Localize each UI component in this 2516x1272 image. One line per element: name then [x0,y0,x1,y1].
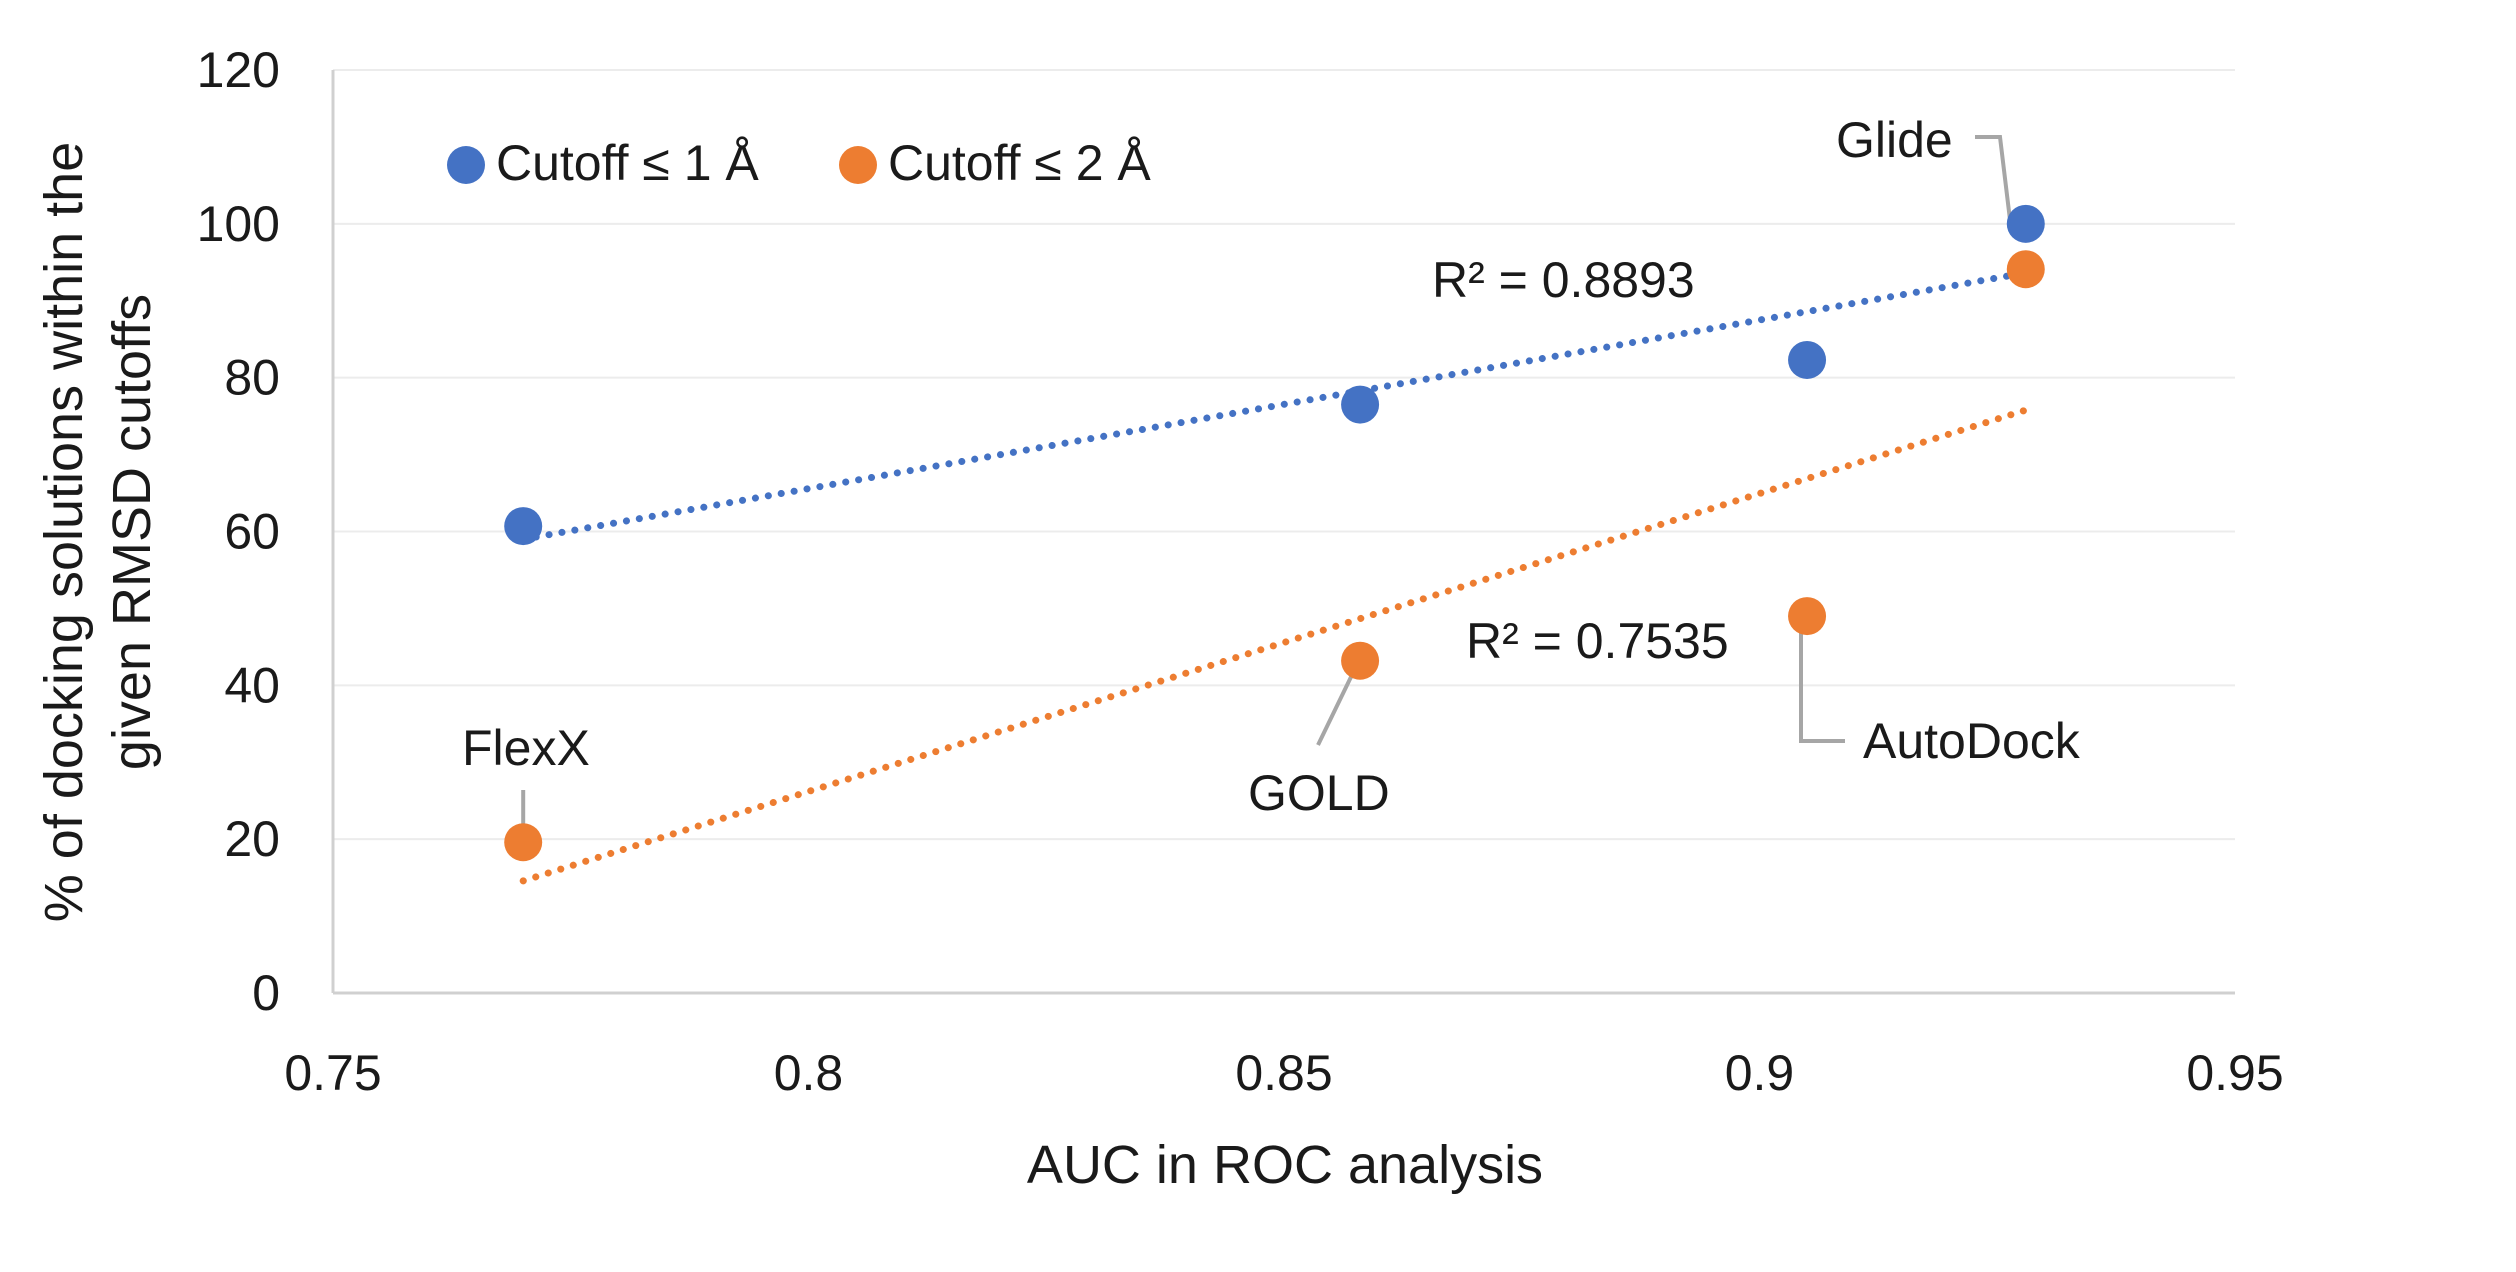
data-point-series-2 [2006,250,2045,289]
data-point-series-2 [1341,641,1380,680]
annotation-gold: GOLD [1248,765,1390,821]
trendline-series-2 [519,406,2030,885]
leader-gold [1316,669,1356,746]
y-tick-label: 100 [197,196,280,252]
data-point-series-2 [1788,597,1827,636]
x-tick-label: 0.95 [2186,1045,2283,1101]
legend-marker-series-1 [447,146,485,184]
legend-label-series-2: Cutoff ≤ 2 Å [888,135,1151,191]
x-tick-labels: 0.75 0.8 0.85 0.9 0.95 [284,1045,2283,1101]
y-tick-label: 120 [197,42,280,98]
legend-label-series-1: Cutoff ≤ 1 Å [496,135,759,191]
data-point-series-1 [504,507,543,546]
data-point-series-1 [2006,204,2045,243]
annotation-autodock: AutoDock [1863,713,2081,769]
y-tick-label: 20 [224,811,280,867]
leader-autodock [1799,620,1845,743]
x-tick-label: 0.85 [1235,1045,1332,1101]
legend-marker-series-2 [839,146,877,184]
x-tick-label: 0.9 [1725,1045,1795,1101]
annotation-leaders [521,135,2012,831]
x-tick-label: 0.75 [284,1045,381,1101]
axes [331,70,2235,995]
y-axis-title-line-1: % of docking solutions within the [34,142,94,922]
r2-label-series-2: R² = 0.7535 [1466,613,1729,669]
y-tick-labels: 0 20 40 60 80 100 120 [197,42,280,1021]
annotation-flexx: FlexX [462,720,590,776]
annotation-glide: Glide [1836,112,1953,168]
data-point-series-1 [1341,385,1380,424]
r2-label-series-1: R² = 0.8893 [1432,252,1695,308]
y-tick-label: 40 [224,657,280,713]
data-points [504,204,2045,862]
x-axis-title: AUC in ROC analysis [1027,1135,1543,1195]
leader-glide [1975,135,2012,221]
gridlines [333,69,2235,841]
trendline-series-1 [519,269,2030,543]
trendlines [519,269,2030,885]
y-tick-label: 60 [224,504,280,560]
x-tick-label: 0.8 [774,1045,844,1101]
data-point-series-2 [504,823,543,862]
y-axis-title: % of docking solutions within the given … [34,142,162,922]
y-tick-label: 0 [252,965,280,1021]
y-axis-title-line-2: given RMSD cutoffs [102,294,162,770]
data-point-series-1 [1788,340,1827,379]
y-tick-label: 80 [224,350,280,406]
legend: Cutoff ≤ 1 Å Cutoff ≤ 2 Å [447,135,1151,191]
